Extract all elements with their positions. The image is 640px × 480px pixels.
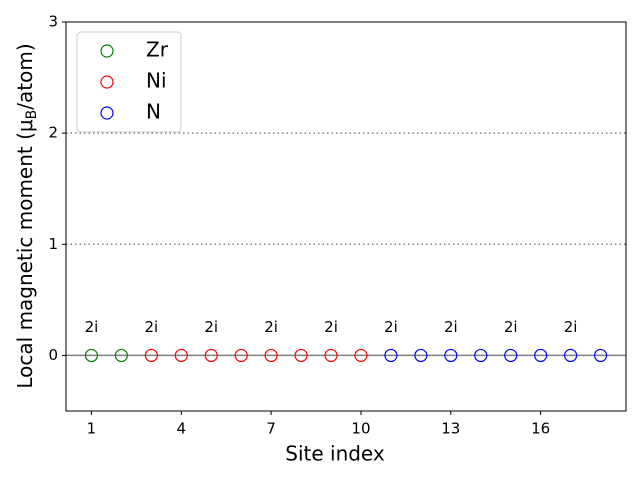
y-tick-label: 0 — [48, 346, 58, 364]
annotation: 2i — [144, 318, 158, 336]
y-tick-label: 2 — [48, 124, 58, 142]
y-label-sub: B — [24, 110, 40, 120]
y-label-part: Local magnetic moment (μ — [13, 119, 37, 389]
data-point — [294, 348, 308, 363]
x-tick-label: 7 — [266, 420, 276, 438]
legend-marker — [100, 106, 114, 120]
legend-marker — [100, 75, 114, 89]
annotation: 2i — [324, 318, 338, 336]
data-point — [504, 348, 518, 363]
data-point — [114, 348, 129, 363]
data-point — [384, 348, 398, 363]
data-point — [204, 348, 218, 363]
data-point — [174, 348, 188, 363]
plot-frame — [65, 21, 627, 412]
annotation: 2i — [384, 318, 398, 336]
data-point — [414, 348, 428, 363]
y-tick-label: 1 — [48, 235, 58, 253]
data-point — [563, 348, 578, 363]
x-tick-label: 10 — [351, 420, 370, 438]
annotation: 2i — [85, 318, 99, 336]
annotation: 2i — [264, 318, 278, 336]
data-point — [474, 348, 488, 363]
annotation: 2i — [564, 318, 578, 336]
x-tick-label: 13 — [441, 420, 460, 438]
annotation: 2i — [444, 318, 458, 336]
legend-label: Ni — [146, 69, 167, 93]
x-axis-label: Site index — [285, 442, 385, 466]
data-point — [444, 348, 458, 363]
y-axis-label: Local magnetic moment (μB/atom) — [13, 43, 41, 388]
legend-label: N — [146, 100, 161, 124]
legend-marker — [100, 44, 114, 58]
x-tick-label: 1 — [87, 420, 97, 438]
data-point — [593, 348, 608, 363]
y-label-part: /atom) — [13, 43, 37, 109]
annotation: 2i — [204, 318, 218, 336]
data-point — [354, 348, 368, 363]
data-point — [264, 348, 278, 363]
x-tick-label: 16 — [531, 420, 550, 438]
data-point — [234, 348, 248, 363]
legend-box — [76, 31, 182, 133]
data-point — [534, 348, 548, 363]
x-tick-label: 4 — [177, 420, 187, 438]
annotation: 2i — [504, 318, 518, 336]
data-point — [84, 348, 99, 363]
legend-label: Zr — [146, 38, 169, 62]
y-tick-label: 3 — [48, 13, 58, 31]
data-point — [324, 348, 338, 363]
data-point — [144, 348, 158, 363]
